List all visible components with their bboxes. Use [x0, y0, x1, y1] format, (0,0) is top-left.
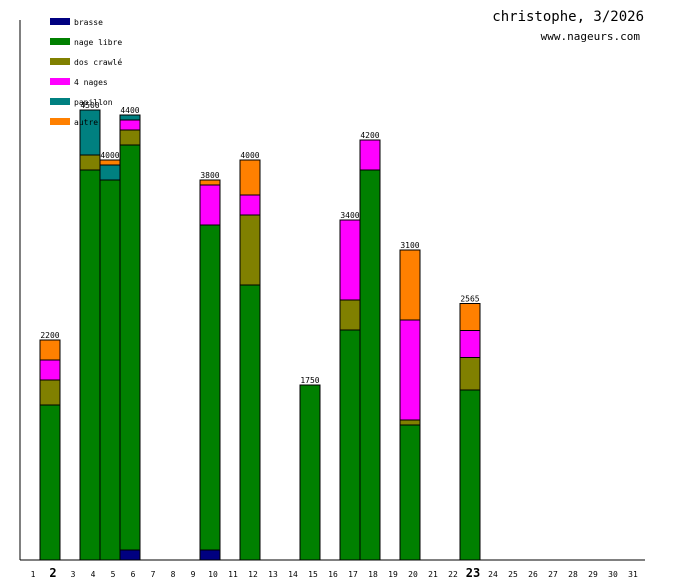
bar-segment-day-17-nage-libre — [339, 329, 361, 561]
chart-title: christophe, 3/2026 — [492, 9, 644, 25]
bar-segment-day-10-autre — [199, 179, 221, 186]
day-label-4: 4 — [91, 570, 96, 579]
day-label-8: 8 — [171, 570, 176, 579]
bar-segment-day-20-nage-libre — [399, 424, 421, 561]
bar-segment-day-10-brasse — [199, 549, 221, 561]
bar-segment-day-15-nage-libre — [299, 384, 321, 561]
day-label-16: 16 — [328, 570, 338, 579]
bar-segment-day-23-nage-libre — [459, 389, 481, 561]
day-label-25: 25 — [508, 570, 518, 579]
bar-segment-day-12-autre — [239, 159, 261, 196]
legend-label-papillon: papillon — [74, 98, 113, 107]
legend-swatch-dos-crawl — [50, 58, 70, 65]
total-label-day-17: 3400 — [340, 211, 359, 220]
day-label-11: 11 — [228, 570, 238, 579]
total-label-day-18: 4200 — [360, 131, 379, 140]
bar-segment-day-6-nage-libre — [119, 144, 141, 551]
day-label-10: 10 — [208, 570, 218, 579]
day-label-27: 27 — [548, 570, 558, 579]
legend-swatch-autre — [50, 118, 70, 125]
day-label-19: 19 — [388, 570, 398, 579]
total-label-day-20: 3100 — [400, 241, 419, 250]
total-label-day-15: 1750 — [300, 376, 319, 385]
total-label-day-5: 4000 — [100, 151, 119, 160]
bar-group — [39, 109, 481, 561]
day-label-3: 3 — [71, 570, 76, 579]
bar-segment-day-10-nage-libre — [199, 224, 221, 551]
bar-segment-day-2-nage-libre — [39, 404, 61, 561]
day-label-21: 21 — [428, 570, 438, 579]
bar-segment-day-6-brasse — [119, 549, 141, 561]
bar-segment-day-2-4-nages — [39, 359, 61, 381]
bar-segment-day-2-autre — [39, 339, 61, 361]
bar-segment-day-17-dos-crawl — [339, 299, 361, 331]
day-label-15: 15 — [308, 570, 318, 579]
bar-segment-day-12-4-nages — [239, 194, 261, 216]
day-label-5: 5 — [111, 570, 116, 579]
total-label-day-23: 2565 — [460, 295, 479, 304]
total-label-group: 2200 4500 4000 4400 3800 4000 1750 3400 4200 3100… — [40, 101, 479, 385]
bar-segment-day-4-dos-crawl — [79, 154, 101, 171]
bar-segment-day-23-autre — [459, 303, 481, 331]
bar-segment-day-12-dos-crawl — [239, 214, 261, 286]
bar-segment-day-12-nage-libre — [239, 284, 261, 561]
day-label-group: 1 2 3 4 5 6 7 8 9 10 11 12 13 14 15 16 17 18 19 20 21 22 23 24 2… — [31, 566, 638, 580]
bar-segment-day-6-papillon — [119, 114, 141, 121]
bar-segment-day-10-4-nages — [199, 184, 221, 226]
legend-label-nage-libre: nage libre — [74, 38, 122, 47]
bar-segment-day-20-dos-crawl — [399, 419, 421, 426]
day-label-7: 7 — [151, 570, 156, 579]
bar-segment-day-20-autre — [399, 249, 421, 321]
day-label-23: 23 — [466, 566, 480, 580]
day-label-31: 31 — [628, 570, 638, 579]
total-label-day-10: 3800 — [200, 171, 219, 180]
day-label-29: 29 — [588, 570, 598, 579]
total-label-day-2: 2200 — [40, 331, 59, 340]
day-label-28: 28 — [568, 570, 578, 579]
site-url: www.nageurs.com — [540, 30, 640, 43]
day-label-12: 12 — [248, 570, 258, 579]
legend-label-brasse: brasse — [74, 18, 103, 27]
day-label-13: 13 — [268, 570, 278, 579]
bar-segment-day-5-nage-libre — [99, 179, 121, 561]
bar-segment-day-5-papillon — [99, 164, 121, 181]
bar-segment-day-6-4-nages — [119, 119, 141, 131]
bar-segment-day-18-nage-libre — [359, 169, 381, 561]
legend-swatch-4-nages — [50, 78, 70, 85]
legend-label-4-nages: 4 nages — [74, 78, 108, 87]
legend-swatch-nage-libre — [50, 38, 70, 45]
total-label-day-12: 4000 — [240, 151, 259, 160]
day-label-1: 1 — [31, 570, 36, 579]
bar-segment-day-18-4-nages — [359, 139, 381, 171]
bar-segment-day-17-4-nages — [339, 219, 361, 301]
day-label-24: 24 — [488, 570, 498, 579]
day-label-30: 30 — [608, 570, 618, 579]
bar-segment-day-2-dos-crawl — [39, 379, 61, 406]
total-label-day-6: 4400 — [120, 106, 139, 115]
day-label-6: 6 — [131, 570, 136, 579]
day-label-18: 18 — [368, 570, 378, 579]
bar-segment-day-23-dos-crawl — [459, 357, 481, 391]
day-label-2: 2 — [49, 566, 56, 580]
day-label-26: 26 — [528, 570, 538, 579]
bar-segment-day-20-4-nages — [399, 319, 421, 421]
bar-segment-day-23-4-nages — [459, 330, 481, 358]
day-label-9: 9 — [191, 570, 196, 579]
total-label-day-4: 4500 — [80, 101, 99, 110]
bar-segment-day-4-nage-libre — [79, 169, 101, 561]
legend-label-dos-crawl: dos crawlé — [74, 57, 122, 67]
legend: brasse nage libre dos crawlé 4 nages papillo… — [50, 18, 122, 127]
bar-segment-day-5-autre — [99, 159, 121, 166]
legend-label-autre: autre — [74, 118, 98, 127]
legend-swatch-papillon — [50, 98, 70, 105]
day-label-14: 14 — [288, 570, 298, 579]
day-label-22: 22 — [448, 570, 458, 579]
day-label-17: 17 — [348, 570, 358, 579]
legend-swatch-brasse — [50, 18, 70, 25]
bar-segment-day-6-dos-crawl — [119, 129, 141, 146]
bar-segment-day-4-papillon — [79, 109, 101, 156]
day-label-20: 20 — [408, 570, 418, 579]
